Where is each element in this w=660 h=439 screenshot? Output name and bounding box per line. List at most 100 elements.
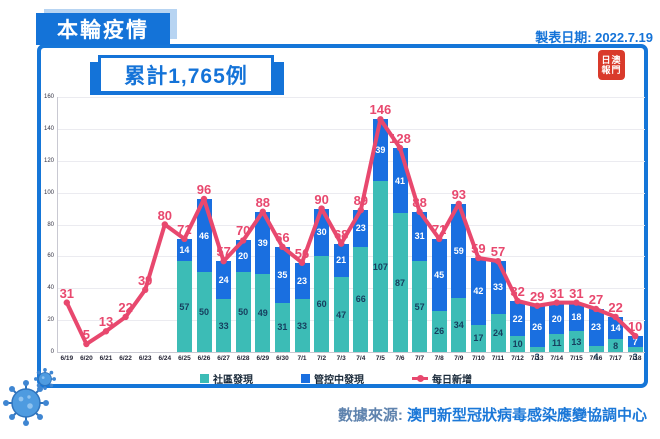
seal-text-top: 日澳 — [601, 54, 622, 65]
bar-segment-controlled: 35 — [274, 246, 290, 303]
bar-segment-controlled: 21 — [333, 243, 349, 278]
newspaper-seal-logo: 日澳 報門 — [598, 50, 625, 80]
bar-value-community: 26 — [434, 326, 445, 337]
bar-value-controlled: 33 — [492, 282, 503, 293]
line-value-label: 59 — [471, 240, 486, 256]
line-value-label: 29 — [529, 288, 545, 304]
bar-segment-controlled: 42 — [470, 257, 486, 325]
line-value-label: 57 — [216, 244, 231, 260]
bar-segment-community: 57 — [176, 261, 192, 352]
bar-segment-community: 49 — [255, 273, 271, 352]
bar-value-controlled: 35 — [277, 269, 288, 280]
x-axis-date: 6/29 — [256, 355, 270, 362]
bar-segment-controlled: 59 — [451, 203, 467, 298]
x-axis-date: 7/10 — [472, 355, 485, 362]
virus-icon-large — [3, 380, 49, 426]
bar-segment-community: 60 — [314, 256, 330, 352]
gridline — [57, 288, 645, 290]
chart-legend: 社區發現 管控中發現 每日新增 — [200, 371, 472, 386]
bar-value-controlled: 59 — [453, 245, 464, 256]
x-axis-date: 6/19 — [60, 355, 74, 362]
line-value-label: 31 — [59, 285, 75, 301]
bar-segment-controlled: 31 — [412, 211, 428, 262]
bar-segment-community: 47 — [333, 277, 349, 352]
bar-segment-controlled: 20 — [235, 240, 251, 273]
legend-item-controlled: 管控中發現 — [301, 371, 364, 386]
y-axis-tick: 100 — [43, 189, 54, 196]
bar-value-community: 47 — [336, 309, 347, 320]
x-axis-date: 7/7 — [415, 355, 425, 362]
x-axis-date: 6/30 — [276, 355, 289, 362]
x-axis-date: 7/13 — [530, 355, 544, 362]
x-axis-date: 6/23 — [138, 355, 152, 362]
bar-segment-controlled: 20 — [549, 302, 565, 335]
bar-segment-community: 107 — [372, 181, 388, 352]
data-source: 數據來源: 澳門新型冠狀病毒感染應變協調中心 — [338, 404, 647, 425]
bar-value-community: 34 — [453, 319, 464, 330]
daily-new-line — [63, 116, 639, 348]
cumulative-badge: 累計1,765例 — [98, 55, 274, 94]
bar-segment-community: 10 — [510, 336, 526, 352]
x-axis-date: 7/14 — [550, 355, 564, 362]
legend-label-daily-new: 每日新增 — [432, 375, 472, 386]
daily-new-line-icon — [412, 375, 428, 382]
bar-value-community: 87 — [394, 277, 405, 288]
line-value-label: 66 — [275, 229, 290, 245]
bar-value-community: 33 — [296, 320, 307, 331]
line-value-label: 56 — [294, 245, 310, 261]
y-axis-tick: 0 — [50, 349, 54, 355]
bar-value-controlled: 14 — [179, 245, 190, 255]
bar-segment-community: 3 — [529, 347, 545, 362]
bar-segment-community: 34 — [451, 297, 467, 352]
bar-value-controlled: 24 — [218, 275, 229, 286]
bar-segment-controlled: 39 — [255, 211, 271, 274]
line-value-label: 5 — [82, 327, 91, 343]
x-axis-date: 7/17 — [609, 355, 622, 362]
bar-value-controlled: 39 — [257, 237, 268, 248]
bar-value-controlled: 42 — [473, 286, 484, 297]
x-axis-date: 6/26 — [197, 355, 211, 362]
line-value-label: 57 — [490, 244, 506, 260]
legend-item-daily-new: 每日新增 — [412, 371, 472, 386]
bar-value-controlled: 22 — [512, 313, 523, 324]
x-axis-date: 6/20 — [80, 355, 93, 362]
gridline — [57, 192, 645, 194]
bar-value-controlled: 39 — [375, 145, 386, 156]
gridline — [57, 128, 645, 130]
bar-segment-community: 24 — [490, 313, 506, 352]
y-axis-tick: 60 — [47, 253, 54, 260]
x-axis-date: 7/18 — [628, 355, 642, 362]
bar-segment-community: 13 — [568, 331, 584, 352]
bar-value-community: 57 — [414, 301, 425, 312]
chart-plot-area: 0 20 40 60 80 100 120 140 160 57 14 50 46 33 24 50 20 49 3… — [44, 94, 645, 362]
line-value-label: 32 — [510, 284, 525, 299]
bar-segment-community: 8 — [608, 339, 624, 352]
bar-segment-community: 57 — [412, 261, 428, 352]
line-value-label: 128 — [389, 131, 411, 146]
legend-item-community: 社區發現 — [200, 371, 253, 386]
line-value-label: 70 — [235, 223, 251, 239]
bar-value-controlled: 21 — [336, 255, 347, 266]
bar-segment-community: 4 — [588, 345, 604, 362]
x-axis-line — [57, 352, 645, 353]
line-value-label: 96 — [196, 182, 212, 197]
bar-value-community: 24 — [492, 327, 503, 338]
line-value-label: 10 — [627, 319, 643, 335]
bar-value-community: 17 — [473, 333, 484, 344]
bar-segment-controlled: 26 — [529, 305, 545, 348]
line-value-label: 27 — [588, 291, 604, 307]
x-axis-date: 7/15 — [570, 355, 583, 362]
line-value-label: 13 — [98, 314, 114, 330]
page-title: 本輪疫情 — [36, 13, 170, 45]
x-axis-date: 7/4 — [356, 355, 366, 362]
bar-value-controlled: 23 — [296, 276, 307, 287]
line-value-label: 93 — [451, 186, 467, 202]
x-axis-date: 7/3 — [336, 355, 346, 362]
x-axis-date: 7/6 — [395, 355, 405, 362]
bar-value-community: 49 — [257, 307, 268, 318]
y-axis-tick: 80 — [47, 221, 54, 228]
y-axis-tick: 160 — [43, 94, 54, 100]
bar-value-community: 50 — [238, 307, 249, 318]
line-value-label: 22 — [118, 299, 133, 315]
